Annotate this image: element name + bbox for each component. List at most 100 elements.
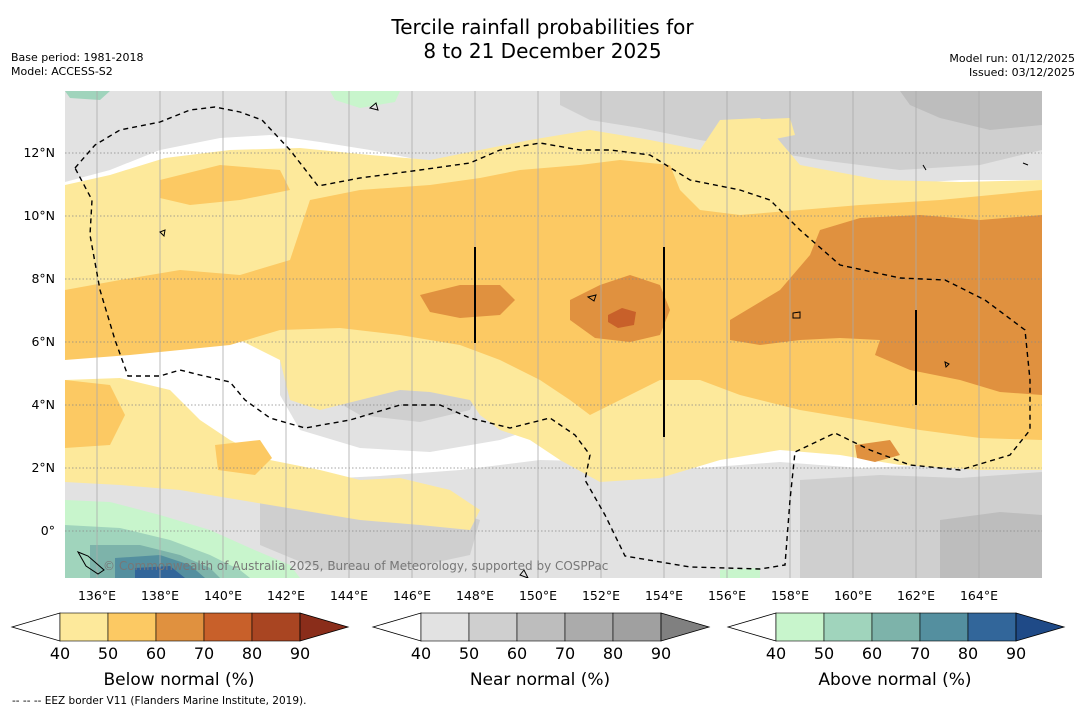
- colorbar-upper-extension: [299, 612, 350, 642]
- lon-label: 164°E: [960, 588, 998, 603]
- colorbar-upper-extension: [1015, 612, 1066, 642]
- lon-label: 150°E: [519, 588, 557, 603]
- lat-label: 4°N: [31, 397, 55, 412]
- colorbar-segment: [59, 612, 109, 642]
- lon-label: 158°E: [771, 588, 809, 603]
- lat-label: 8°N: [31, 271, 55, 286]
- colorbar-tick-label: 90: [290, 644, 310, 663]
- colorbar-tick-label: 90: [651, 644, 671, 663]
- model-name: Model: ACCESS-S2: [11, 65, 113, 78]
- lat-label: 12°N: [23, 145, 55, 160]
- lon-label: 144°E: [330, 588, 368, 603]
- below-normal-60-70-center-left: [420, 285, 515, 318]
- title-line-2: 8 to 21 December 2025: [423, 39, 662, 63]
- above-normal-northwest-patch: [65, 91, 110, 100]
- colorbar-tick-label: 60: [146, 644, 166, 663]
- lat-label: 6°N: [31, 334, 55, 349]
- colorbar-tick-label: 40: [766, 644, 786, 663]
- meta-left: Base period: 1981-2018 Model: ACCESS-S2: [11, 51, 143, 79]
- below-normal-70-80-spot: [608, 308, 636, 328]
- colorbar-segment: [823, 612, 873, 642]
- colorbar-tick-label: 50: [814, 644, 834, 663]
- eez-border-west: [74, 106, 1031, 570]
- colorbar-segment: [107, 612, 157, 642]
- issued-date: Issued: 03/12/2025: [968, 66, 1075, 79]
- lon-label: 160°E: [834, 588, 872, 603]
- colorbar-upper-extension: [660, 612, 711, 642]
- below-normal-40-50-west-lower: [65, 378, 480, 530]
- base-period: Base period: 1981-2018: [11, 51, 144, 64]
- colorbar-tick-label: 50: [98, 644, 118, 663]
- colorbar-segment: [251, 612, 301, 642]
- lat-labels: 12°N 10°N 8°N 6°N 4°N 2°N 0°: [23, 145, 55, 538]
- title-line-1: Tercile rainfall probabilities for: [391, 15, 694, 39]
- colorbar-below-normal: 40 50 60 70 80 90: [10, 612, 350, 663]
- colorbar-near-normal: 40 50 60 70 80 90: [371, 612, 711, 663]
- lat-label: 0°: [41, 523, 55, 538]
- colorbar-title-near: Near normal (%): [470, 670, 610, 690]
- lat-label: 10°N: [23, 208, 55, 223]
- colorbar-segment: [420, 612, 470, 642]
- near-normal-north-darker: [560, 91, 1042, 170]
- colorbar-tick-label: 80: [958, 644, 978, 663]
- colorbar-tick-label: 40: [50, 644, 70, 663]
- colorbar-segment: [516, 612, 566, 642]
- colorbar-tick-label: 80: [603, 644, 623, 663]
- colorbar-title-above: Above normal (%): [818, 670, 971, 690]
- colorbar-segment: [967, 612, 1017, 642]
- lon-label: 140°E: [204, 588, 242, 603]
- map-credit: © Commonwealth of Australia 2025, Bureau…: [103, 559, 608, 573]
- colorbar-tick-label: 60: [862, 644, 882, 663]
- colorbar-tick-label: 90: [1006, 644, 1026, 663]
- lon-label: 152°E: [582, 588, 620, 603]
- near-normal-north-darkest: [900, 91, 1042, 130]
- above-normal-north-patch: [330, 91, 400, 108]
- below-normal-50-60-northwest: [160, 165, 290, 205]
- colorbar-tick-label: 70: [555, 644, 575, 663]
- colorbar-segment: [919, 612, 969, 642]
- colorbar-segment: [564, 612, 614, 642]
- colorbar-above-normal: 40 50 60 70 80 90: [726, 612, 1066, 663]
- colorbar-segment: [155, 612, 205, 642]
- colorbar-title-below: Below normal (%): [104, 670, 255, 690]
- below-normal-40-50-northeast: [740, 118, 795, 140]
- lat-label: 2°N: [31, 460, 55, 475]
- below-normal-60-70-east: [730, 215, 1042, 395]
- probability-map: © Commonwealth of Australia 2025, Bureau…: [65, 91, 1042, 578]
- islands: [76, 102, 1029, 578]
- colorbar-lower-extension: [371, 612, 422, 642]
- colorbar-segment: [612, 612, 662, 642]
- colorbar-segment: [468, 612, 518, 642]
- colorbar-tick-label: 70: [910, 644, 930, 663]
- above-normal-south-small: [720, 568, 760, 578]
- lon-label: 148°E: [456, 588, 494, 603]
- marker-bars: [474, 247, 917, 437]
- eez-footnote: -- -- -- EEZ border V11 (Flanders Marine…: [12, 695, 307, 707]
- below-normal-50-60-west: [65, 380, 125, 448]
- lon-label: 162°E: [897, 588, 935, 603]
- meridians: [96, 91, 980, 578]
- lon-label: 154°E: [645, 588, 683, 603]
- colorbar-lower-extension: [726, 612, 777, 642]
- lon-labels: 136°E 138°E 140°E 142°E 144°E 146°E 148°…: [78, 588, 998, 603]
- colorbar-tick-label: 70: [194, 644, 214, 663]
- below-normal-60-70-center: [570, 275, 670, 342]
- colorbar-segment: [775, 612, 825, 642]
- colorbar-tick-label: 40: [411, 644, 431, 663]
- model-run: Model run: 01/12/2025: [949, 52, 1075, 65]
- lon-label: 146°E: [393, 588, 431, 603]
- colorbar-segment: [871, 612, 921, 642]
- below-normal-50-60-south: [215, 440, 272, 475]
- colorbar-tick-label: 50: [459, 644, 479, 663]
- colorbar-tick-label: 80: [242, 644, 262, 663]
- near-normal-southeast-darkest: [940, 512, 1042, 578]
- lon-label: 136°E: [78, 588, 116, 603]
- meta-right: Model run: 01/12/2025 Issued: 03/12/2025: [949, 52, 1075, 80]
- colorbar-tick-label: 60: [507, 644, 527, 663]
- colorbar-segment: [203, 612, 253, 642]
- lon-label: 138°E: [141, 588, 179, 603]
- colorbar-lower-extension: [10, 612, 61, 642]
- lon-label: 142°E: [267, 588, 305, 603]
- below-normal-50-60-band: [65, 160, 1042, 440]
